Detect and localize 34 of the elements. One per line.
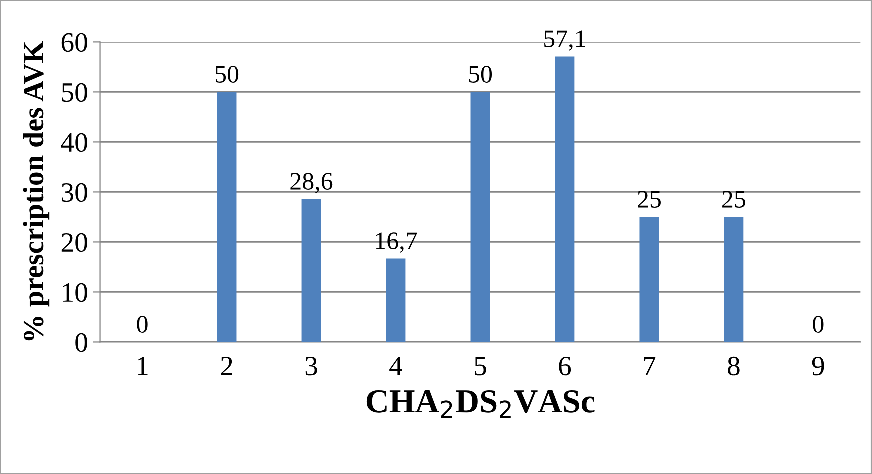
y-tick-label: 30 [62,183,88,202]
x-tick-label: 5 [475,357,486,376]
bar [386,258,406,342]
data-label: 0 [813,316,824,333]
data-label: 25 [722,191,746,208]
y-tick-label: 10 [63,283,88,302]
y-tick-label: 50 [62,83,88,102]
data-label: 16,7 [376,232,418,254]
bar [640,217,660,342]
x-tick-label: 9 [812,357,824,376]
x-tick-label: 2 [221,357,232,376]
x-tick-label: 4 [390,357,402,376]
data-label: 57,1 [544,30,586,52]
y-axis-title: % prescription des AVK [23,41,50,341]
data-label: 50 [469,66,492,83]
bar [470,92,490,342]
data-label: 0 [137,316,148,333]
x-tick-label: 6 [559,357,572,376]
data-label: 28,6 [290,173,333,194]
x-tick-label: 1 [138,357,148,376]
bar [724,217,744,342]
data-label: 25 [638,191,661,208]
y-tick-label: 0 [76,333,88,352]
bar [555,56,575,342]
y-tick-label: 60 [62,33,88,52]
x-tick-label: 8 [728,356,740,376]
y-tick-label: 20 [62,233,88,252]
x-tick-label: 3 [306,357,318,376]
data-label: 50 [216,66,239,83]
y-tick-label: 40 [61,133,88,152]
x-axis-title: CHA$_{2}$DS$_{2}$VASc [366,390,595,418]
bar [302,199,322,342]
x-tick-label: 7 [644,357,656,376]
bar [217,92,237,342]
